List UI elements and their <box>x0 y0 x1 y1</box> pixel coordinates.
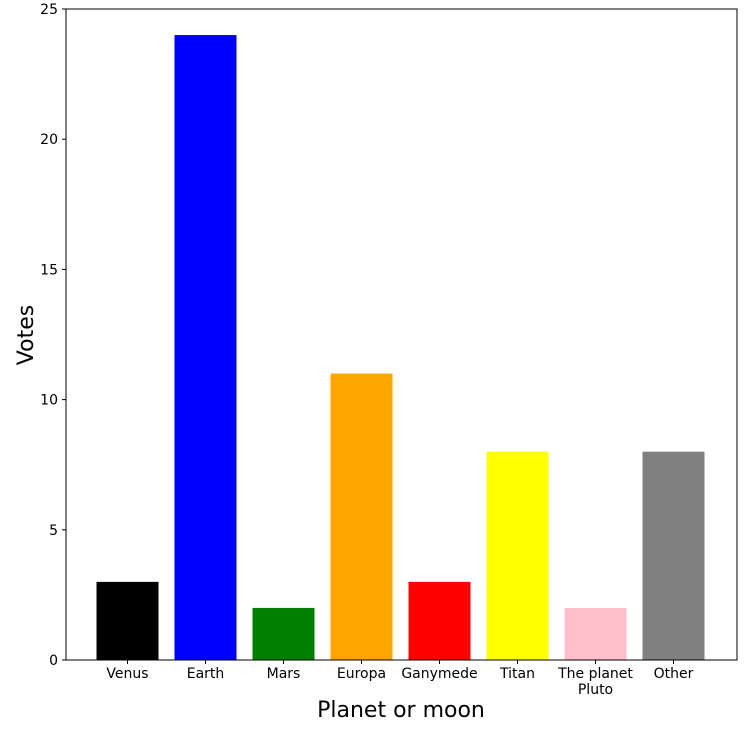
x-tick-label: Ganymede <box>401 666 477 682</box>
y-tick-label: 15 <box>40 262 58 278</box>
x-tick-label: Europa <box>337 666 386 682</box>
plot-background <box>66 9 737 660</box>
x-tick-label: Other <box>654 666 694 682</box>
x-tick-label: Mars <box>267 666 301 682</box>
x-tick-label: Earth <box>187 666 225 682</box>
bar-ganymede <box>408 581 471 660</box>
bar-other <box>642 451 705 660</box>
y-tick-label: 5 <box>49 523 58 539</box>
x-axis-title: Planet or moon <box>317 698 485 723</box>
bar-venus <box>96 581 159 660</box>
bar-the-planet-pluto <box>564 607 627 660</box>
y-tick-label: 25 <box>40 2 58 18</box>
bar-titan <box>486 451 549 660</box>
bar-europa <box>330 373 393 660</box>
x-tick-label: Venus <box>106 666 148 682</box>
bars-group <box>96 35 705 661</box>
bar-earth <box>174 35 237 661</box>
y-tick-label: 0 <box>49 653 58 669</box>
plot-frame <box>65 8 738 661</box>
y-tick-label: 20 <box>40 132 58 148</box>
bar-mars <box>252 607 315 660</box>
x-tick-label: Titan <box>499 666 535 682</box>
y-axis: 0 5 10 15 20 25 <box>40 2 66 669</box>
x-axis: Venus Earth Mars Europa Ganymede Titan The pla… <box>106 660 694 698</box>
y-tick-label: 10 <box>40 393 58 409</box>
x-tick-label: The planet Pluto <box>557 666 633 698</box>
y-axis-title: Votes <box>14 305 39 365</box>
